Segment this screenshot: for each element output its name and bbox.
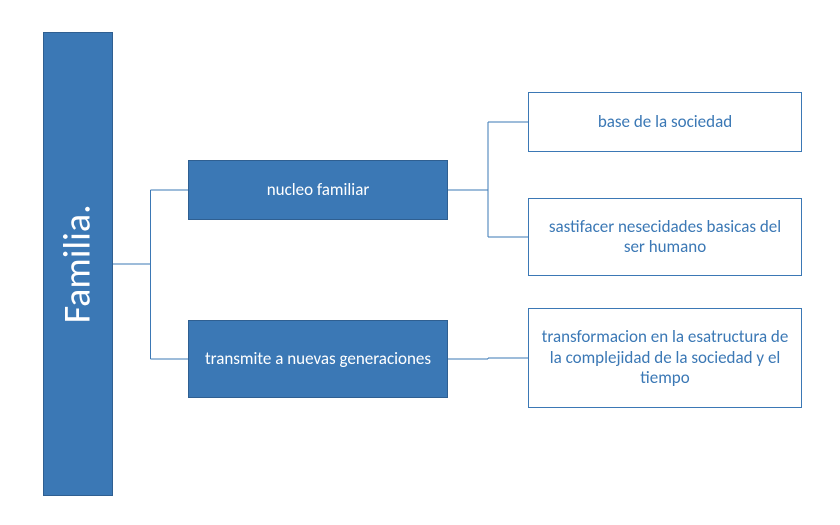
node-l3a: base de la sociedad xyxy=(528,92,802,152)
node-l3b: sastifacer nesecidades basicas del ser h… xyxy=(528,198,802,276)
node-l3c-label: transformacion en la esatructura de la c… xyxy=(539,327,791,388)
node-l2a: nucleo familiar xyxy=(188,160,448,220)
node-l2b-label: transmite a nuevas generaciones xyxy=(205,349,431,369)
node-l2a-label: nucleo familiar xyxy=(267,180,370,200)
node-l3c: transformacion en la esatructura de la c… xyxy=(528,308,802,408)
node-root-label: Familia. xyxy=(55,205,101,324)
node-l2b: transmite a nuevas generaciones xyxy=(188,320,448,398)
node-root: Familia. xyxy=(43,32,113,496)
node-l3a-label: base de la sociedad xyxy=(598,112,732,132)
node-l3b-label: sastifacer nesecidades basicas del ser h… xyxy=(539,217,791,258)
